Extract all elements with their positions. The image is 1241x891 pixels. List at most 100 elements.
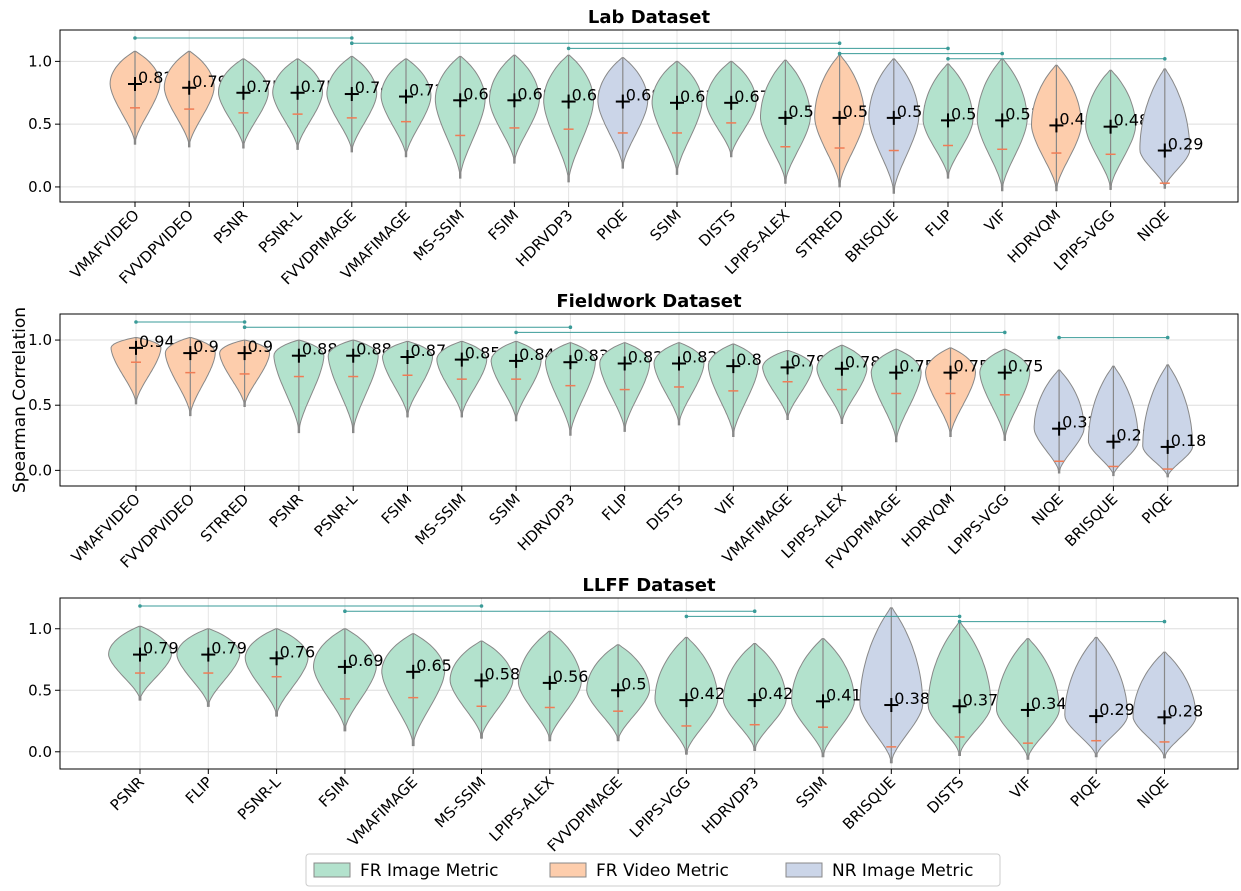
bracket-end — [566, 46, 571, 51]
x-tick-label: SSIM — [792, 773, 830, 811]
value-label: 0.87 — [411, 341, 447, 360]
bracket-end — [957, 614, 962, 619]
x-tick-label: STRRED — [792, 206, 848, 262]
bracket-end — [343, 609, 347, 613]
axes-frame — [59, 597, 1239, 770]
x-tick-label: HDRVDP3 — [512, 206, 576, 270]
panel-1: Lab Dataset0.00.51.00.82VMAFVIDEO0.79FVV… — [28, 7, 1239, 288]
x-tick-label: PSNR — [210, 206, 251, 247]
y-tick-label: 0.5 — [28, 681, 52, 699]
legend-label: FR Image Metric — [360, 861, 499, 881]
x-tick-label: LPIPS-ALEX — [486, 773, 558, 845]
bracket-end — [242, 325, 247, 330]
x-tick-label: HDRVDP3 — [514, 490, 578, 554]
bracket-end — [242, 320, 247, 324]
axes-frame — [59, 29, 1239, 203]
bracket-end — [752, 609, 757, 613]
bracket-end — [514, 330, 518, 335]
legend-frame — [305, 853, 1001, 887]
x-tick-label: PSNR — [107, 773, 148, 814]
value-label: 0.32 — [1062, 413, 1098, 432]
x-tick-label: VMAFIMAGE — [344, 773, 421, 850]
value-label: 0.79 — [211, 639, 247, 658]
value-label: 0.67 — [734, 87, 770, 106]
x-tick-label: SSIM — [485, 490, 523, 528]
y-tick-label: 0.0 — [28, 461, 52, 479]
value-label: 0.69 — [348, 651, 384, 670]
x-tick-label: PIQE — [593, 206, 630, 243]
y-tick-label: 0.5 — [28, 396, 52, 414]
bracket-end — [1000, 51, 1004, 56]
x-tick-label: MS-SSIM — [431, 773, 489, 831]
value-label: 0.28 — [1168, 701, 1204, 720]
legend-swatch — [313, 862, 351, 878]
x-tick-label: FSIM — [485, 206, 523, 244]
x-tick-label: FLIP — [922, 206, 956, 240]
value-label: 0.65 — [416, 656, 452, 675]
x-tick-label: PSNR — [266, 490, 307, 531]
value-label: 0.29 — [1168, 135, 1204, 154]
bracket-end — [350, 41, 354, 45]
value-label: 0.58 — [485, 664, 521, 683]
x-tick-label: DISTS — [643, 490, 687, 534]
bracket-end — [684, 614, 689, 619]
y-tick-label: 0.5 — [28, 115, 52, 133]
x-tick-label: HDRVDP3 — [698, 773, 762, 837]
x-tick-label: MS-SSIM — [411, 490, 469, 548]
legend: FR Image Metric FR Video Metric NR Image M… — [305, 853, 1001, 887]
bracket-end — [837, 51, 842, 56]
bracket-end — [133, 36, 137, 40]
x-tick-label: BRISQUE — [842, 206, 902, 266]
legend-swatch — [785, 862, 823, 878]
panel-title: LLFF Dataset — [582, 575, 716, 596]
legend-label: FR Video Metric — [596, 861, 729, 881]
bracket-end — [1163, 57, 1167, 61]
bracket-end — [1162, 619, 1167, 624]
bracket-end — [946, 57, 950, 61]
value-label: 0.34 — [1031, 694, 1067, 713]
bracket-end — [946, 46, 950, 51]
x-tick-label: FLIP — [598, 490, 632, 524]
value-label: 0.48 — [1114, 111, 1150, 130]
legend-swatch — [549, 862, 587, 878]
y-tick-label: 1.0 — [28, 620, 52, 638]
x-tick-label: PSNR-L — [311, 490, 362, 541]
x-tick-label: DISTS — [923, 773, 967, 817]
bracket-end — [837, 41, 842, 45]
value-label: 0.9 — [248, 337, 273, 356]
y-tick-label: 1.0 — [28, 331, 52, 349]
value-label: 0.41 — [826, 685, 862, 704]
bracket-end — [134, 320, 138, 324]
value-label: 0.18 — [1171, 431, 1207, 450]
value-label: 0.56 — [553, 667, 589, 686]
x-tick-label: FSIM — [315, 773, 353, 811]
x-tick-label: SSIM — [646, 206, 684, 244]
x-tick-label: LPIPS-VGG — [626, 773, 694, 841]
value-label: 0.29 — [1099, 700, 1135, 719]
bracket-end — [1165, 335, 1170, 340]
x-tick-label: VIF — [712, 490, 741, 519]
value-label: 0.76 — [280, 642, 316, 661]
bracket-end — [957, 619, 962, 624]
x-tick-label: NIQE — [1134, 206, 1173, 245]
y-axis-label: Spearman Correlation — [10, 307, 30, 493]
legend-label: NR Image Metric — [832, 861, 973, 881]
x-tick-label: STRRED — [197, 490, 253, 546]
y-tick-label: 1.0 — [28, 52, 52, 70]
panel-3: LLFF Dataset 0.0 0.5 1.0 0.79 PSNR 0.79 FLIP 0.7… — [28, 575, 1239, 855]
x-tick-label: FLIP — [182, 773, 216, 807]
x-tick-label: PIQE — [1138, 490, 1175, 527]
x-tick-label: DISTS — [695, 206, 739, 250]
axes-frame — [59, 313, 1239, 487]
value-label: 0.78 — [845, 353, 881, 372]
value-label: 0.42 — [689, 684, 725, 703]
value-label: 0.37 — [963, 690, 999, 709]
value-label: 0.9 — [193, 337, 218, 356]
y-tick-label: 0.0 — [28, 178, 52, 196]
x-tick-label: BRISQUE — [839, 773, 899, 833]
x-tick-label: PIQE — [1067, 773, 1104, 810]
value-label: 0.8 — [736, 350, 761, 369]
value-label: 0.79 — [143, 639, 179, 658]
